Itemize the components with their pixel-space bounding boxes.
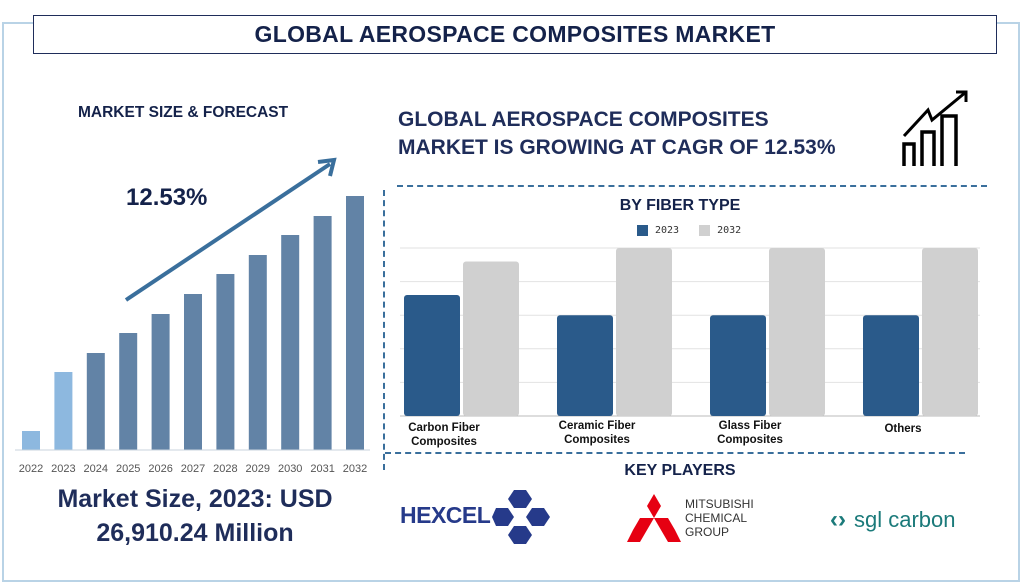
bar-2027 bbox=[184, 294, 202, 450]
bar-2032-others bbox=[922, 248, 978, 416]
bar-2032-carbon-fiber-composites bbox=[463, 261, 519, 416]
bar-2023-carbon-fiber-composites bbox=[404, 295, 460, 416]
market-size-text: Market Size, 2023: USD 26,910.24 Million bbox=[0, 482, 390, 550]
bar-2026 bbox=[151, 314, 170, 450]
bar-2023-ceramic-fiber-composites bbox=[557, 315, 613, 416]
category-label: Composites bbox=[411, 436, 477, 448]
divider bbox=[383, 190, 385, 470]
page-title: GLOBAL AEROSPACE COMPOSITES MARKET bbox=[33, 15, 997, 54]
bar-2023 bbox=[54, 372, 73, 450]
divider bbox=[397, 185, 987, 187]
bar-2024 bbox=[86, 353, 105, 450]
fiber-chart-legend: 2023 2032 bbox=[637, 225, 741, 236]
category-label: Ceramic Fiber bbox=[559, 420, 636, 432]
market-size-line1: Market Size, 2023: USD bbox=[57, 485, 333, 513]
divider bbox=[385, 452, 965, 454]
legend-item-2032: 2032 bbox=[699, 225, 741, 236]
x-tick-label: 2028 bbox=[213, 463, 237, 475]
bar-2032-ceramic-fiber-composites bbox=[616, 248, 672, 416]
bar-2028 bbox=[216, 274, 235, 450]
category-label: Glass Fiber bbox=[719, 420, 782, 432]
market-size-heading: MARKET SIZE & FORECAST bbox=[78, 104, 289, 121]
market-forecast-chart: 12.53% 2022 2023 2024 2025 2026 2027 2028 2029 2… bbox=[15, 157, 370, 475]
fiber-type-chart: Carbon Fiber Composites Ceramic Fiber Compo… bbox=[400, 247, 980, 448]
bar-2032-glass-fiber-composites bbox=[769, 248, 825, 416]
bar-2022 bbox=[22, 431, 40, 450]
x-tick-label: 2025 bbox=[116, 463, 140, 475]
growth-chart-arrow-icon bbox=[902, 90, 968, 166]
headline: GLOBAL AEROSPACE COMPOSITES MARKET IS GR… bbox=[398, 106, 836, 162]
x-tick-label: 2023 bbox=[51, 463, 75, 475]
headline-line1: GLOBAL AEROSPACE COMPOSITES bbox=[398, 108, 769, 131]
legend-item-2023: 2023 bbox=[637, 225, 679, 236]
bar-2029 bbox=[248, 255, 267, 450]
bar-2023-others bbox=[863, 315, 919, 416]
hexcel-logo: HEXCEL bbox=[400, 490, 560, 544]
bar-2031 bbox=[313, 216, 332, 450]
x-tick-label: 2026 bbox=[148, 463, 172, 475]
x-tick-label: 2030 bbox=[278, 463, 302, 475]
market-size-line2: 26,910.24 Million bbox=[96, 519, 294, 547]
x-tick-label: 2032 bbox=[343, 463, 367, 475]
category-label: Composites bbox=[564, 434, 630, 446]
bar-2025 bbox=[119, 333, 138, 450]
fiber-chart-title: BY FIBER TYPE bbox=[619, 197, 741, 214]
x-tick-label: 2029 bbox=[246, 463, 270, 475]
growth-arrowhead-icon bbox=[317, 157, 337, 177]
category-label: Others bbox=[884, 423, 921, 435]
x-tick-label: 2027 bbox=[181, 463, 205, 475]
bar-2032 bbox=[346, 196, 364, 450]
headline-line2: MARKET IS GROWING AT CAGR OF 12.53% bbox=[398, 136, 836, 159]
cagr-label: 12.53% bbox=[126, 184, 207, 211]
category-label: Carbon Fiber bbox=[408, 422, 480, 434]
sgl-carbon-logo: ‹› sgl carbon bbox=[830, 506, 956, 533]
x-tick-label: 2022 bbox=[19, 463, 43, 475]
category-label: Composites bbox=[717, 434, 783, 446]
x-tick-label: 2024 bbox=[84, 463, 108, 475]
mitsubishi-chemical-logo: MITSUBISHI CHEMICAL GROUP bbox=[627, 494, 767, 544]
x-tick-label: 2031 bbox=[310, 463, 334, 475]
bar-2030 bbox=[281, 235, 300, 450]
key-players-heading: KEY PLAYERS bbox=[624, 462, 736, 479]
bar-2023-glass-fiber-composites bbox=[710, 315, 766, 416]
growth-arrow-icon bbox=[124, 162, 332, 302]
